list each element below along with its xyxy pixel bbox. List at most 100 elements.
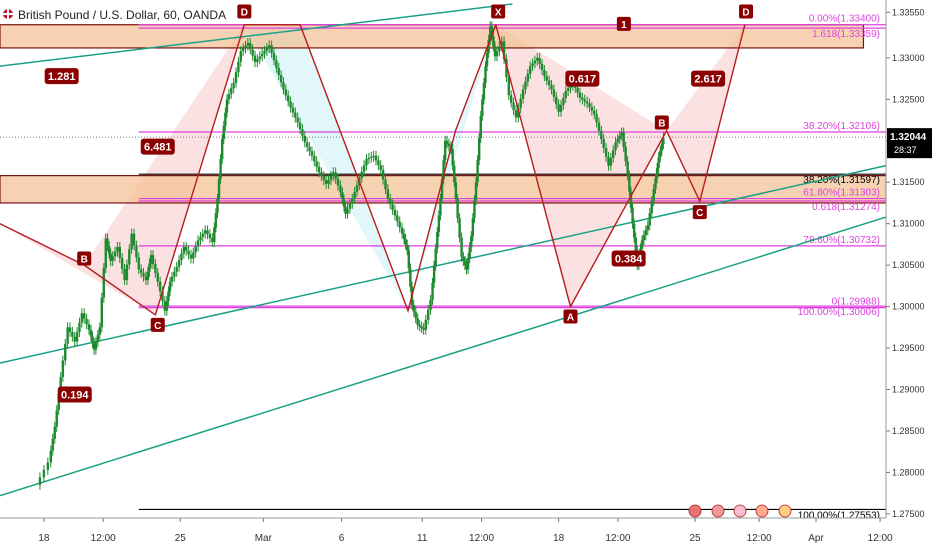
- candle-body: [609, 157, 613, 166]
- x-tick-label: 6: [339, 533, 345, 544]
- candle-body: [329, 176, 333, 181]
- candle-body: [279, 75, 283, 83]
- candle-body: [234, 72, 238, 83]
- candle-body: [156, 272, 159, 282]
- indicator-icon[interactable]: [778, 504, 792, 518]
- candle-body: [241, 48, 245, 52]
- candle-body: [521, 89, 525, 99]
- candle-body: [87, 324, 91, 330]
- candle-body: [648, 213, 651, 226]
- indicator-icon[interactable]: [711, 504, 725, 518]
- y-tick-label: 1.29500: [892, 343, 925, 353]
- ratio-label: 0.617: [569, 74, 597, 86]
- candle-body: [622, 132, 625, 147]
- x-tick-label: 12:00: [605, 533, 630, 544]
- fib-levels: 0.00%(1.33400) 1.618(1.33359) 38.20%(1.321…: [138, 14, 886, 521]
- fib-0-level-label: 0.00%(1.33400): [809, 14, 880, 25]
- indicator-icon[interactable]: [755, 504, 769, 518]
- candle-body: [53, 426, 56, 439]
- candle-body: [443, 140, 447, 161]
- candle-body: [569, 85, 572, 89]
- candle-body: [590, 107, 594, 111]
- candle-body: [502, 41, 506, 60]
- candle-body: [251, 49, 254, 56]
- candle-body: [453, 165, 456, 183]
- candle-body: [94, 342, 98, 350]
- fib-786-level-label: 78.60%(1.30732): [803, 235, 880, 246]
- candle-body: [244, 45, 247, 49]
- x-tick-label: 12:00: [469, 533, 494, 544]
- candle-body: [192, 252, 195, 259]
- candle-body: [370, 156, 373, 158]
- candle-body: [576, 87, 579, 93]
- candle-body: [272, 52, 276, 61]
- candle-body: [432, 265, 436, 283]
- candle-body: [414, 311, 417, 319]
- candle-body: [57, 393, 60, 411]
- indicator-icon[interactable]: [688, 504, 702, 518]
- candle-body: [473, 200, 476, 219]
- candle-body: [298, 122, 302, 130]
- candle-body: [146, 271, 150, 281]
- candle-body: [139, 269, 143, 273]
- fib-100-bottom-level-label: 100.00%(1.27553): [798, 510, 880, 521]
- candle-body: [355, 185, 359, 192]
- candle-body: [256, 59, 259, 63]
- candle-body: [655, 167, 659, 179]
- candle-body: [379, 165, 382, 170]
- candle-body: [526, 73, 530, 82]
- y-tick-label: 1.29000: [892, 385, 925, 395]
- candle-body: [626, 161, 629, 176]
- candle-body: [120, 257, 124, 270]
- candle-body: [412, 304, 415, 312]
- candle-body: [593, 110, 596, 115]
- candle-body: [374, 155, 378, 161]
- candle-body: [517, 108, 520, 118]
- ratio-label: 2.617: [694, 74, 722, 86]
- candle-body: [660, 144, 664, 151]
- candle-body: [482, 82, 486, 100]
- candle-body: [597, 122, 601, 131]
- point-badge: [77, 251, 92, 266]
- candle-body: [436, 231, 439, 249]
- x-tick-label: 12:00: [868, 533, 893, 544]
- candle-body: [78, 322, 81, 333]
- indicator-icon[interactable]: [733, 504, 747, 518]
- candle-body: [59, 377, 62, 394]
- candle-body: [130, 233, 133, 250]
- candle-body: [253, 55, 257, 63]
- candle-body: [416, 318, 419, 325]
- left-xabcd-pattern-fill: [0, 223, 156, 315]
- candle-body: [362, 165, 366, 172]
- x-tick-label: Mar: [255, 533, 273, 544]
- candle-body: [400, 227, 404, 234]
- candle-body: [225, 99, 229, 113]
- candle-body: [38, 477, 42, 485]
- candle-body: [118, 246, 121, 258]
- candle-body: [214, 213, 218, 228]
- candle-body: [219, 159, 222, 179]
- candle-body: [463, 261, 467, 266]
- point-label: B: [658, 119, 665, 130]
- candle-body: [487, 39, 490, 53]
- candle-body: [346, 208, 349, 214]
- point-badge: [616, 16, 631, 31]
- candle-body: [616, 139, 619, 143]
- candle-body: [303, 135, 307, 143]
- indicator-icons[interactable]: [688, 504, 792, 518]
- ratio-label: 0.194: [61, 389, 89, 401]
- candle-body: [614, 142, 617, 151]
- candle-body: [284, 89, 288, 96]
- candle-body: [581, 97, 584, 100]
- point-label: X: [495, 7, 502, 18]
- candle-body: [604, 147, 608, 157]
- candle-body: [246, 42, 250, 46]
- gbp-usd-flag-icon: [3, 9, 13, 19]
- candle-body: [659, 150, 662, 158]
- fib-618-level-label: 61.80%(1.31303): [803, 188, 880, 199]
- point-badge: [739, 4, 754, 19]
- candle-body: [396, 215, 399, 222]
- candle-body: [313, 155, 316, 162]
